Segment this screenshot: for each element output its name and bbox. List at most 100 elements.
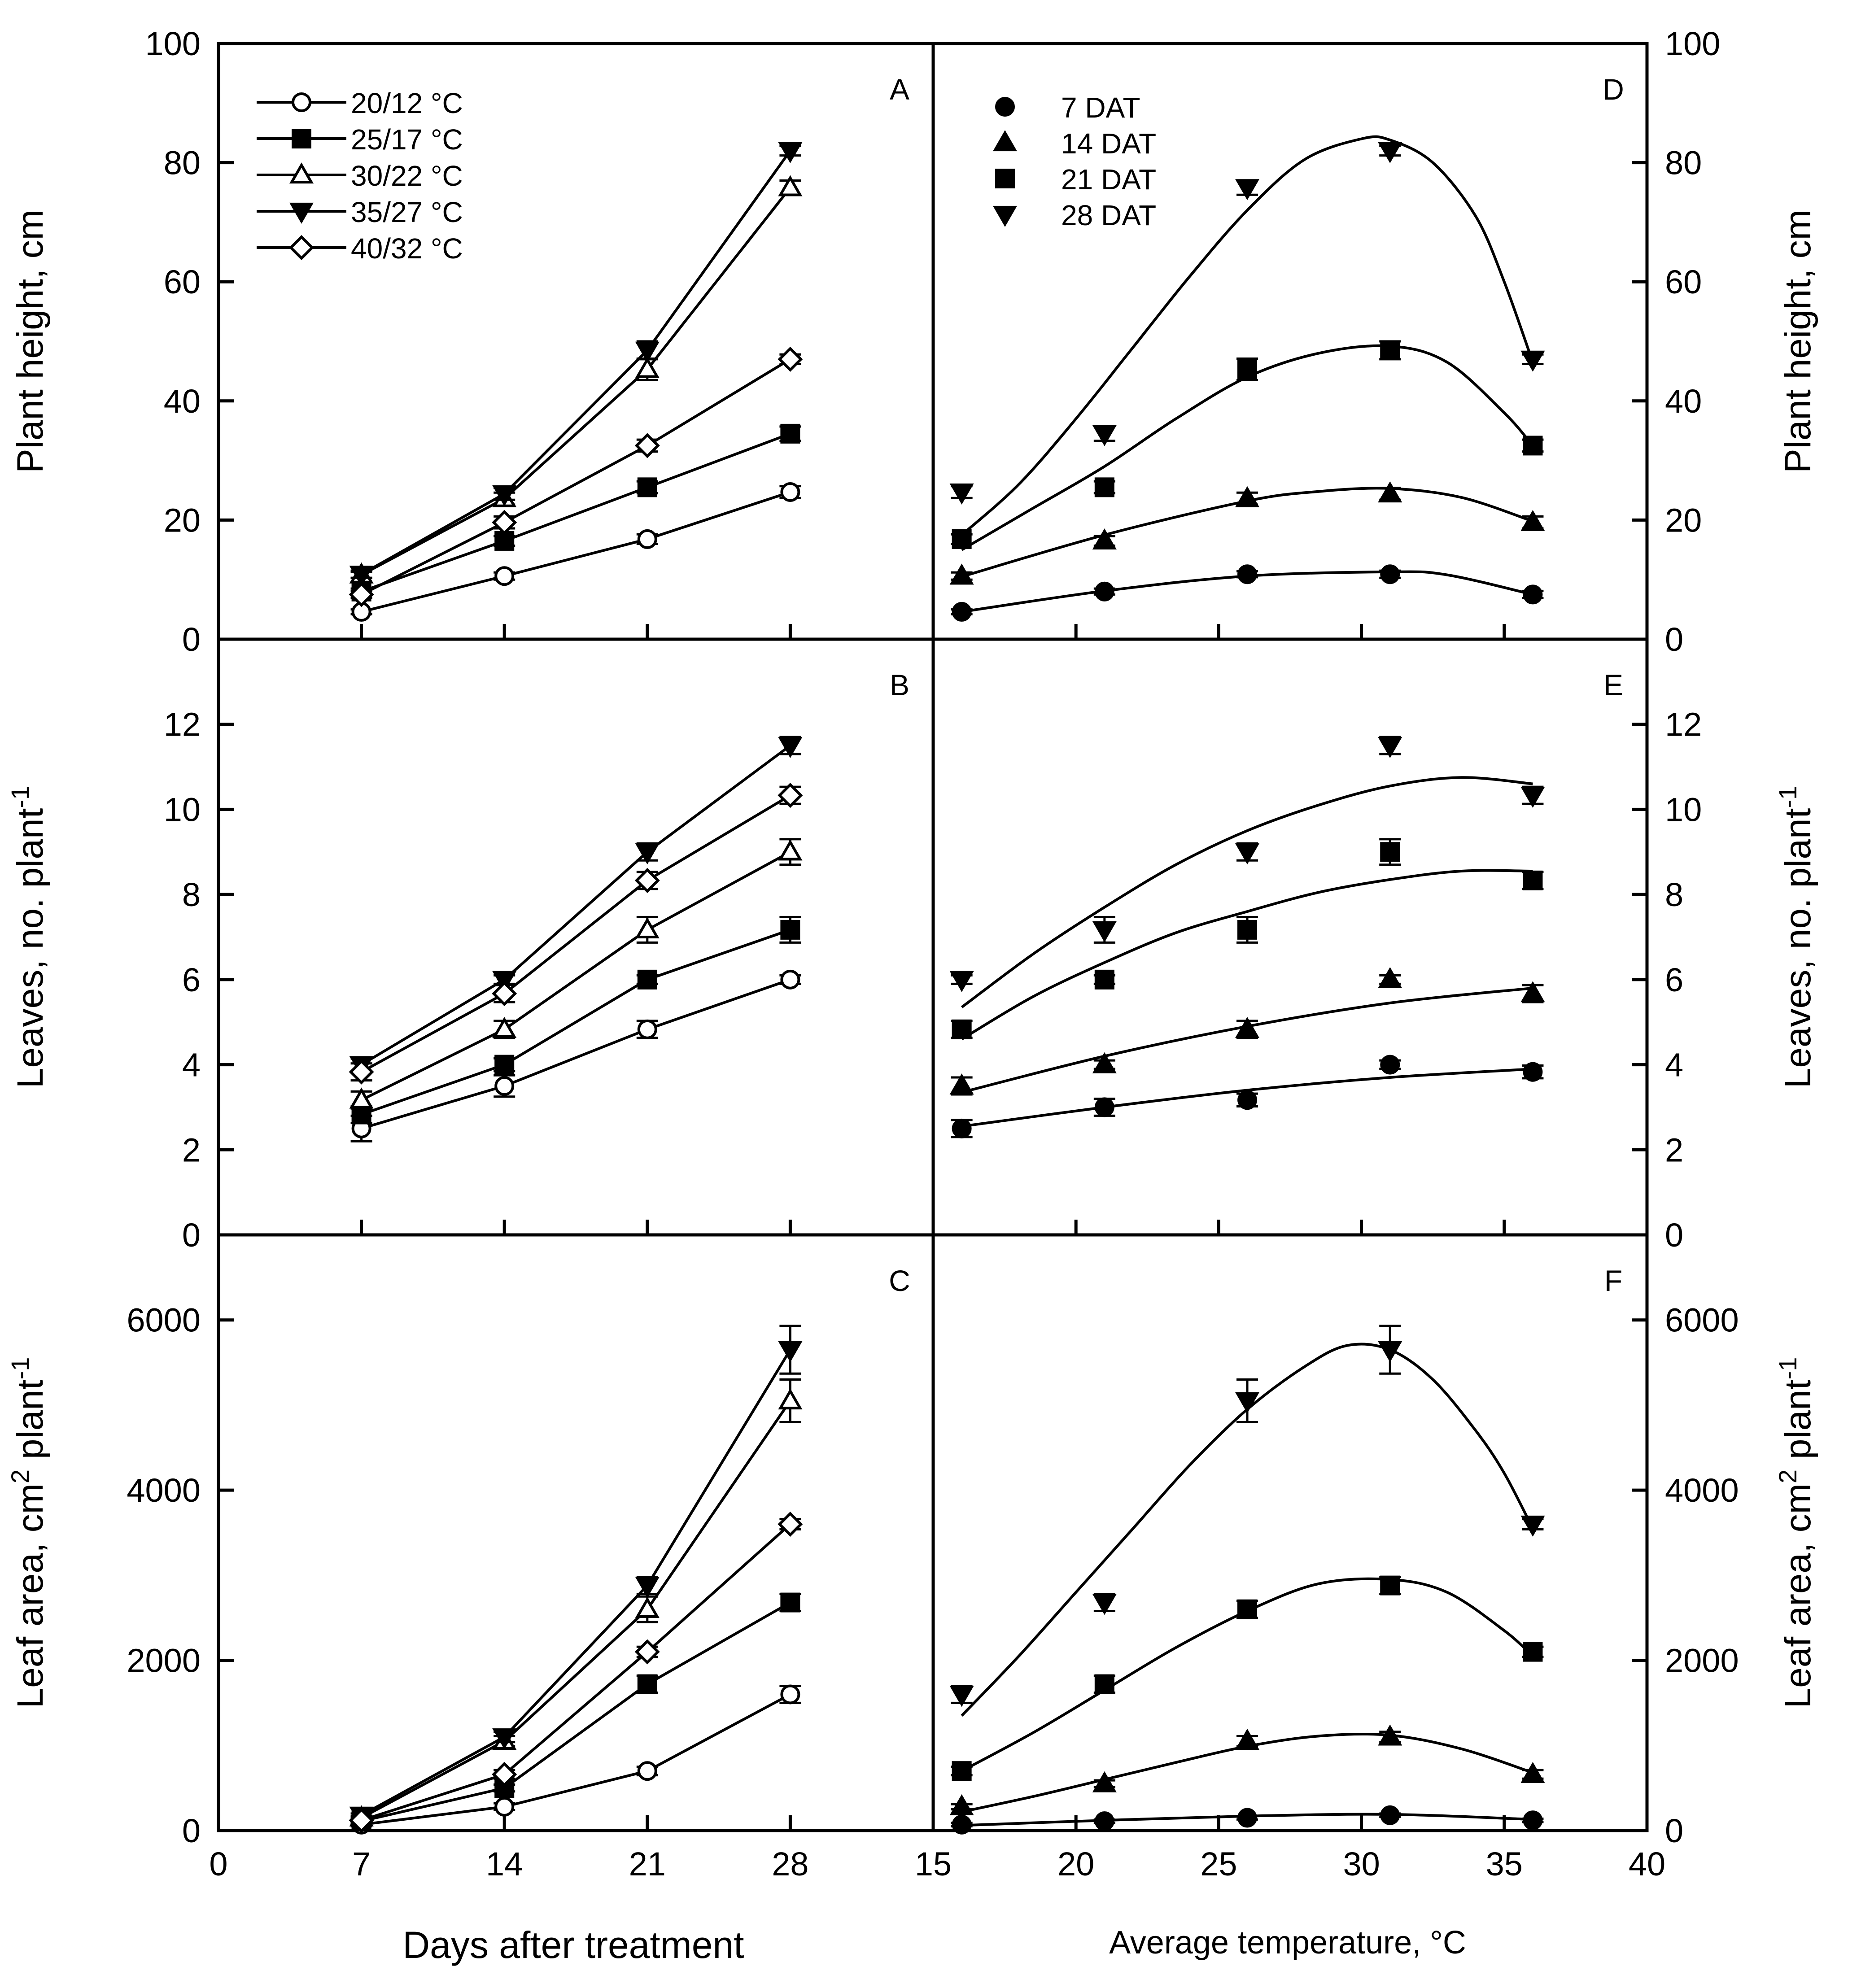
data-point [778,783,803,808]
y-tick-label: 2 [182,1131,201,1168]
data-point [1092,1771,1117,1792]
panel-c: C 0 2000 4000 6000 Leaf area, cm2 plant-1 0 7 14… [6,1264,910,1883]
x-axis-label-days: Days after treatment [403,1924,744,1966]
fit-curve [961,776,1533,1008]
data-point [1378,737,1402,759]
y-tick-label: 0 [1665,1216,1683,1254]
data-point [1378,1724,1402,1746]
data-point [1094,1674,1114,1694]
data-point [1380,1575,1400,1596]
data-point [778,142,803,163]
data-point [1237,1599,1258,1619]
data-point [952,1019,972,1039]
y-tick-label: 2 [1665,1131,1683,1168]
y-tick-label: 40 [1665,383,1702,420]
data-point [637,1761,657,1781]
data-point [1094,969,1114,990]
data-point [1378,481,1402,503]
data-point [635,341,660,363]
y-tick-label: 4 [182,1046,201,1084]
y-tick-label: 80 [164,144,201,182]
y-tick-label: 60 [1665,263,1702,301]
series-28-dat [949,736,1545,1008]
data-point [492,485,517,506]
data-point [492,1016,517,1038]
data-point [780,969,800,990]
data-point [349,1087,374,1109]
panel-b: B 0 2 4 6 8 10 12 Leaves, no. plant-1 [6,668,910,1254]
y-tick-label: 0 [182,621,201,658]
y-tick-label: 2000 [1665,1642,1739,1679]
series-7-dat [951,1055,1544,1138]
data-point [637,1019,657,1039]
fit-curve [961,1343,1534,1717]
data-point [778,346,803,372]
data-point [1520,786,1545,808]
series-20-12-c [350,1684,801,1835]
data-point [492,981,517,1007]
series-28-dat [949,1325,1545,1717]
data-point [1237,359,1258,379]
y-tick-label: 4000 [1665,1472,1739,1509]
series-20-12-c [350,969,801,1142]
data-point [492,510,517,535]
series-line [361,358,791,596]
y-tick-label: 4000 [127,1472,201,1509]
data-point [1520,1515,1545,1537]
x-tick-label: 20 [1057,1845,1094,1883]
y-axis-label: Plant height, cm [10,209,51,473]
series-14-dat [949,1724,1545,1816]
data-point [1378,967,1402,989]
series-line [361,187,791,576]
y-tick-label: 40 [164,383,201,420]
data-point [492,1728,517,1750]
panel-letter-a: A [890,73,909,106]
data-point [1380,340,1400,360]
fit-curve [961,135,1534,536]
data-point [1235,486,1260,507]
x-tick-label: 35 [1486,1845,1523,1883]
data-point [952,1118,972,1138]
y-tick-label: 12 [1665,706,1702,743]
series-line [361,432,791,593]
data-point [949,971,974,992]
x-axis-label-temperature: Average temperature, °C [1109,1925,1466,1961]
data-point [1520,1761,1545,1783]
series-35-27-c [349,142,803,587]
data-point [635,1577,660,1598]
data-point [349,1059,374,1085]
y-tick-label: 12 [164,706,201,743]
data-point [1523,584,1543,605]
data-point [778,839,803,861]
data-point [952,1814,972,1835]
series-line [361,929,791,1116]
data-point [494,1076,515,1096]
panel-letter-d: D [1603,73,1624,106]
data-point [349,582,374,607]
data-point [1235,1728,1260,1750]
series-25-17-c [350,916,801,1125]
x-tick-label: 7 [352,1845,371,1883]
data-point [1380,1055,1400,1075]
legend-label: 21 DAT [1061,163,1156,196]
data-point [1092,528,1117,550]
data-point [635,917,660,939]
y-tick-label: 6000 [127,1302,201,1339]
panel-letter-b: B [890,668,909,702]
data-point [1237,564,1258,584]
data-point [949,1073,974,1095]
data-point [778,175,803,196]
series-25-17-c [350,423,801,602]
data-point [949,1794,974,1816]
y-axis-label: Leaves, no. plant-1 [6,786,51,1088]
legend-marker [992,205,1018,227]
data-point [1235,843,1260,865]
series-line [361,1400,791,1819]
legend-label: 7 DAT [1061,92,1140,124]
x-tick-label: 14 [486,1845,523,1883]
data-point [492,971,517,992]
data-point [780,482,800,502]
